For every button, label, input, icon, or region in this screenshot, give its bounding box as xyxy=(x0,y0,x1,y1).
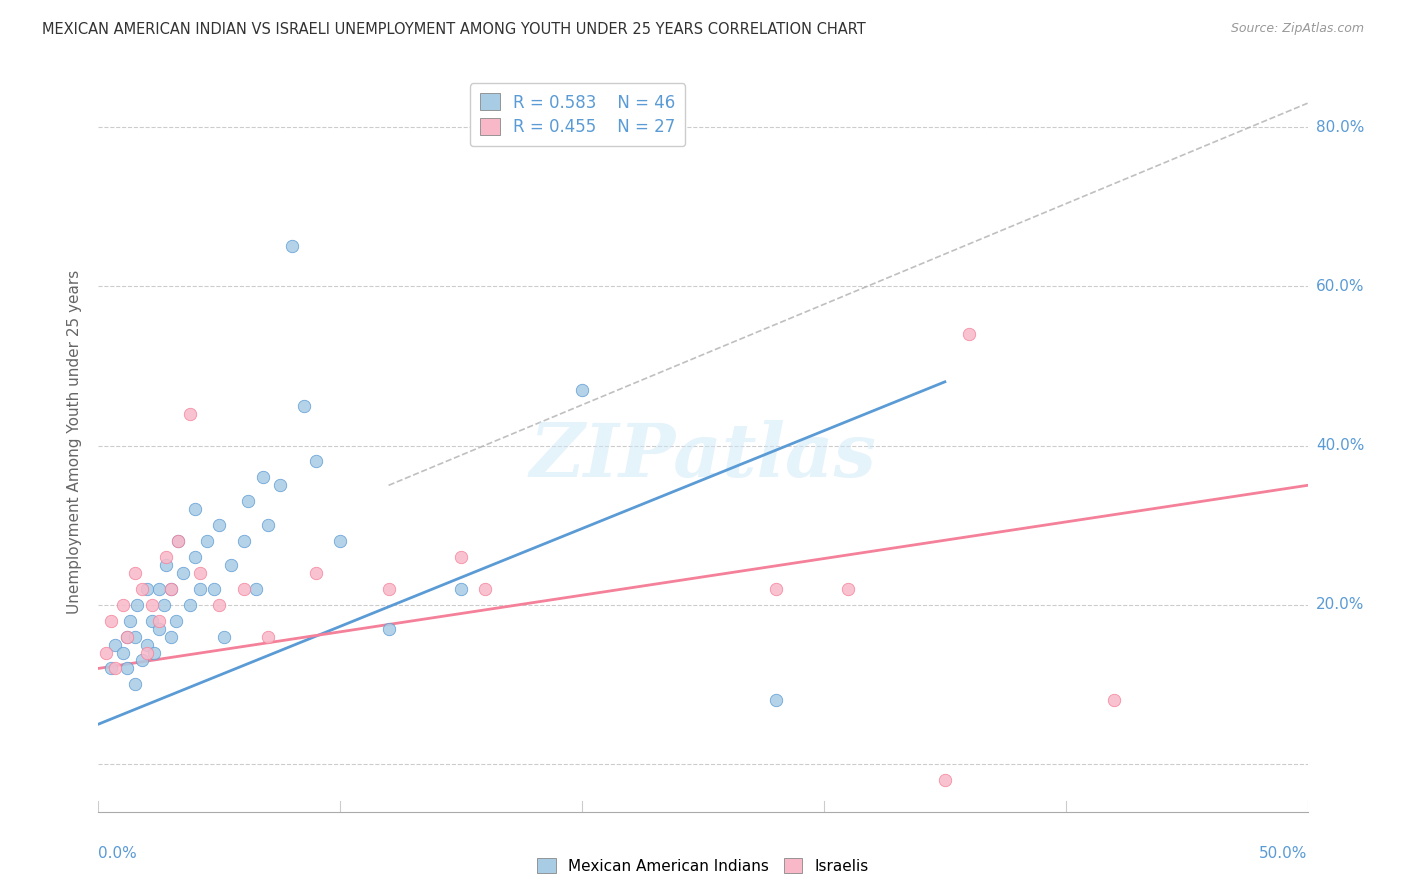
Point xyxy=(305,566,328,580)
Point xyxy=(143,646,166,660)
Point xyxy=(160,582,183,596)
Point xyxy=(208,598,231,612)
Point xyxy=(450,549,472,564)
Point xyxy=(184,549,207,564)
Point xyxy=(148,582,170,596)
Point xyxy=(131,582,153,596)
Point xyxy=(117,630,139,644)
Point xyxy=(155,558,177,572)
Point xyxy=(256,518,278,533)
Point xyxy=(104,638,127,652)
Point xyxy=(188,582,211,596)
Point xyxy=(269,478,291,492)
Point xyxy=(111,598,134,612)
Point xyxy=(221,558,243,572)
Point xyxy=(135,646,157,660)
Text: ZIPatlas: ZIPatlas xyxy=(530,420,876,492)
Point xyxy=(450,582,472,596)
Point xyxy=(212,630,235,644)
Text: 50.0%: 50.0% xyxy=(1260,847,1308,862)
Text: 40.0%: 40.0% xyxy=(1316,438,1364,453)
Point xyxy=(100,614,122,628)
Point xyxy=(252,470,274,484)
Point xyxy=(160,630,183,644)
Point xyxy=(172,566,194,580)
Point xyxy=(184,502,207,516)
Point xyxy=(204,582,226,596)
Point xyxy=(377,622,399,636)
Text: Source: ZipAtlas.com: Source: ZipAtlas.com xyxy=(1230,22,1364,36)
Point xyxy=(292,399,315,413)
Point xyxy=(124,677,146,691)
Point xyxy=(208,518,231,533)
Point xyxy=(148,622,170,636)
Point xyxy=(188,566,211,580)
Point xyxy=(152,598,174,612)
Text: 20.0%: 20.0% xyxy=(1316,598,1364,612)
Point xyxy=(117,661,139,675)
Point xyxy=(167,534,190,549)
Point xyxy=(329,534,352,549)
Legend: R = 0.583    N = 46, R = 0.455    N = 27: R = 0.583 N = 46, R = 0.455 N = 27 xyxy=(470,83,685,146)
Point xyxy=(131,653,153,667)
Text: 0.0%: 0.0% xyxy=(98,847,138,862)
Point xyxy=(305,454,328,468)
Point xyxy=(232,534,254,549)
Point xyxy=(165,614,187,628)
Point xyxy=(94,646,117,660)
Point xyxy=(135,638,157,652)
Point xyxy=(148,614,170,628)
Point xyxy=(117,630,139,644)
Point xyxy=(377,582,399,596)
Point xyxy=(111,646,134,660)
Point xyxy=(232,582,254,596)
Point xyxy=(179,598,201,612)
Point xyxy=(127,598,149,612)
Point xyxy=(167,534,190,549)
Point xyxy=(195,534,218,549)
Text: 60.0%: 60.0% xyxy=(1316,279,1364,293)
Point xyxy=(124,630,146,644)
Point xyxy=(934,772,956,787)
Point xyxy=(104,661,127,675)
Text: 80.0%: 80.0% xyxy=(1316,120,1364,135)
Point xyxy=(837,582,859,596)
Point xyxy=(124,566,146,580)
Point xyxy=(141,598,163,612)
Text: MEXICAN AMERICAN INDIAN VS ISRAELI UNEMPLOYMENT AMONG YOUTH UNDER 25 YEARS CORRE: MEXICAN AMERICAN INDIAN VS ISRAELI UNEMP… xyxy=(42,22,866,37)
Point xyxy=(118,614,141,628)
Point xyxy=(238,494,260,508)
Point xyxy=(765,693,787,707)
Point xyxy=(100,661,122,675)
Legend: Mexican American Indians, Israelis: Mexican American Indians, Israelis xyxy=(531,852,875,880)
Point xyxy=(765,582,787,596)
Point xyxy=(141,614,163,628)
Y-axis label: Unemployment Among Youth under 25 years: Unemployment Among Youth under 25 years xyxy=(67,269,83,614)
Point xyxy=(1102,693,1125,707)
Point xyxy=(256,630,278,644)
Point xyxy=(474,582,496,596)
Point xyxy=(571,383,593,397)
Point xyxy=(155,549,177,564)
Point xyxy=(245,582,267,596)
Point xyxy=(281,239,304,253)
Point xyxy=(160,582,183,596)
Point xyxy=(957,327,980,342)
Point xyxy=(135,582,157,596)
Point xyxy=(179,407,201,421)
